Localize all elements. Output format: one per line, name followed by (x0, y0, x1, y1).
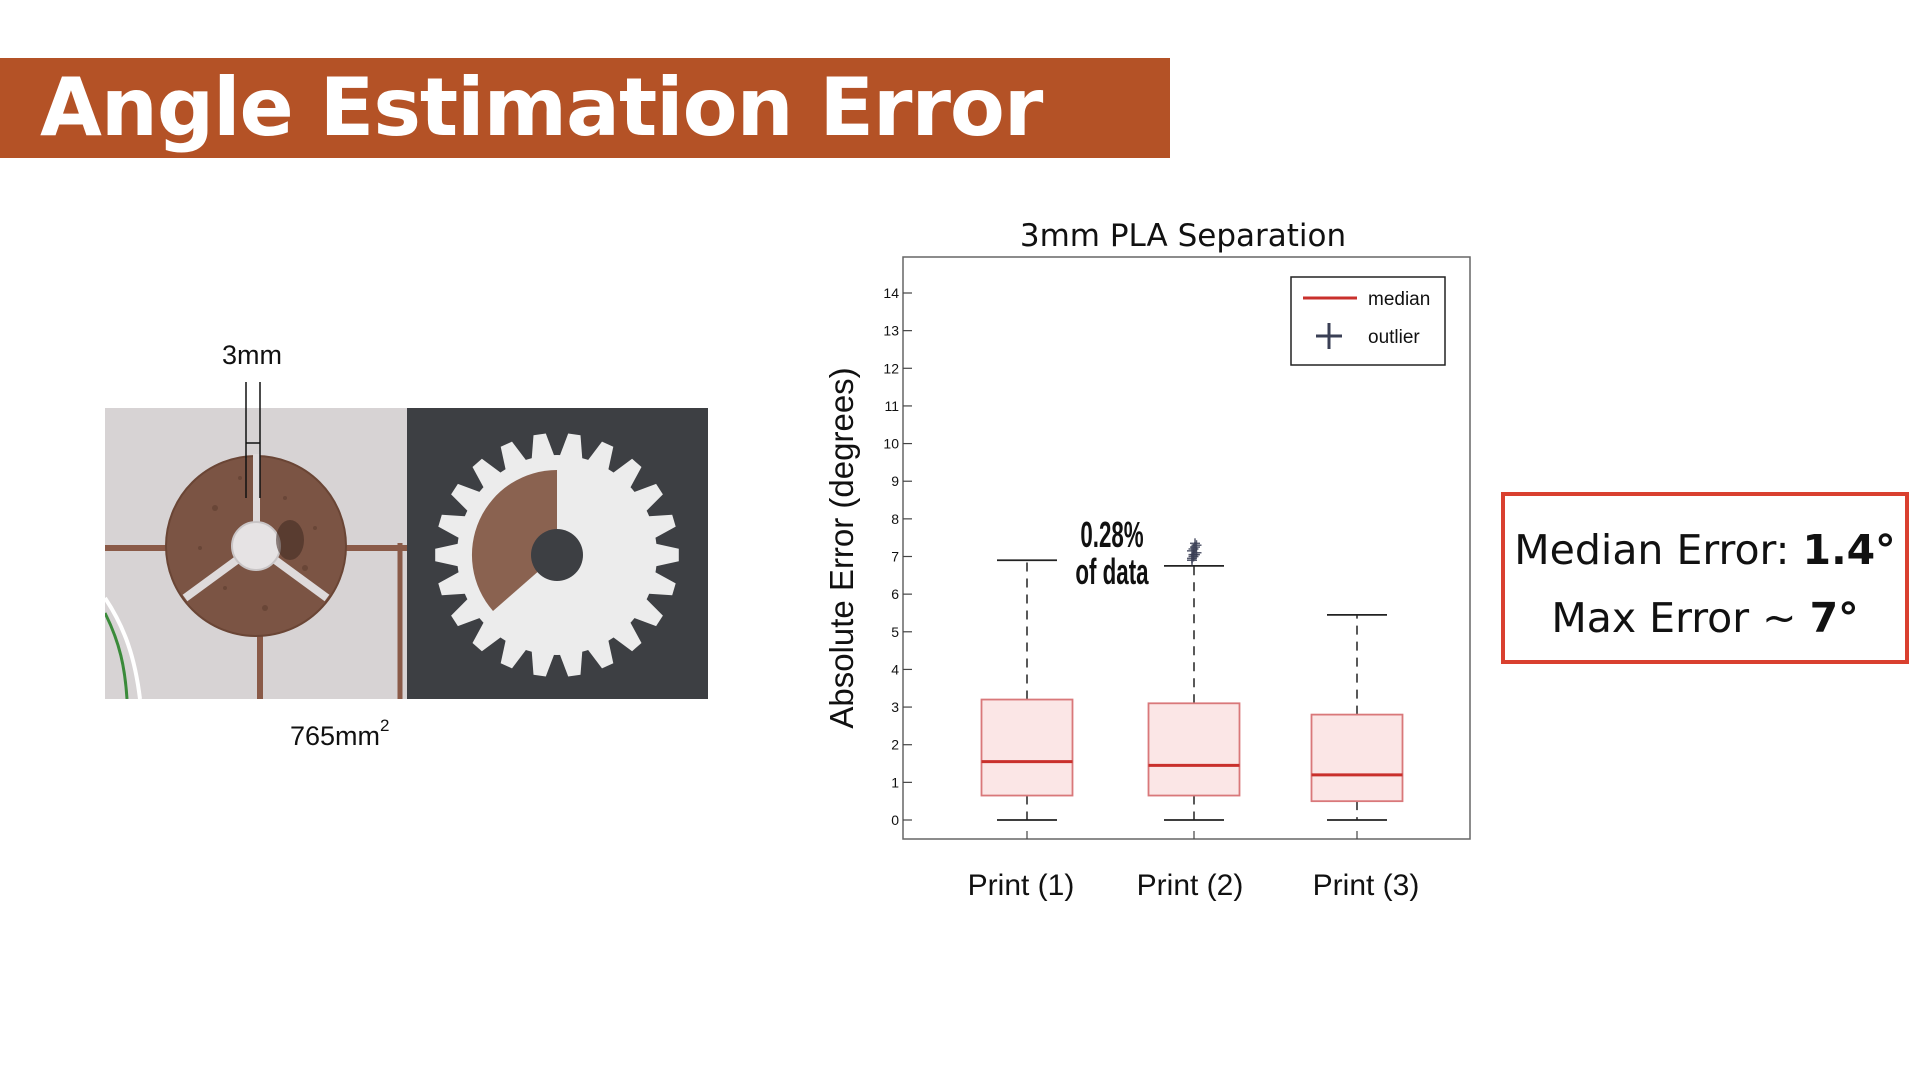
gear-tooth (472, 620, 503, 652)
max-error-line: Max Error ~ 7° (1505, 594, 1905, 642)
median-error-label: Median Error: (1514, 526, 1790, 574)
legend: median outlier (1290, 276, 1446, 366)
box-3 (1310, 613, 1404, 839)
x-tick-label: Print (1) (968, 869, 1075, 902)
y-tick-label: 8 (891, 511, 899, 527)
y-tick-label: 7 (891, 549, 899, 565)
sensor-photo (105, 408, 708, 699)
legend-box (1290, 276, 1446, 366)
x-tick-label: Print (3) (1313, 869, 1420, 902)
gear-tooth (451, 597, 482, 627)
outlier-marker (1188, 549, 1199, 560)
area-label-value: 765mm (290, 721, 381, 751)
gear-tooth (451, 483, 482, 513)
outlier-marker (1190, 538, 1200, 549)
annotation-line-2: of data (1075, 553, 1148, 593)
gear-tooth (472, 458, 503, 490)
gear-tooth (435, 543, 460, 567)
y-tick-label: 9 (891, 473, 899, 489)
gear-tooth (531, 649, 555, 677)
x-tick-label: Print (2) (1137, 869, 1244, 902)
gear-tooth (531, 433, 555, 461)
width-label: 3mm (222, 340, 282, 370)
max-error-value: 7° (1809, 594, 1859, 642)
y-tick-label: 12 (883, 360, 899, 376)
gear-illustration (435, 433, 679, 677)
area-label-superscript: 2 (380, 716, 390, 735)
plot-frame (902, 256, 1471, 840)
slide-title: Angle Estimation Error (40, 61, 1043, 154)
gear-tooth (654, 543, 679, 567)
gear-tooth (559, 649, 583, 677)
area-label: 765mm2 (290, 716, 390, 752)
y-tick-label: 1 (891, 774, 899, 790)
gear-tooth (559, 433, 583, 461)
gear-tooth (611, 620, 642, 652)
chart-title: 3mm PLA Separation (1020, 218, 1346, 254)
x-axis-tick-labels: Print (1) Print (2) Print (3) (968, 869, 1420, 902)
y-tick-label: 6 (891, 586, 899, 602)
y-axis-label: Absolute Error (degrees) (823, 367, 860, 728)
y-tick-label: 3 (891, 699, 899, 715)
y-tick-label: 11 (884, 398, 899, 414)
max-error-label: Max Error ~ (1551, 594, 1797, 642)
gear-tooth (611, 458, 642, 490)
legend-outlier-label: outlier (1368, 327, 1420, 348)
title-banner: Angle Estimation Error (0, 58, 1170, 158)
iqr-box (1147, 702, 1241, 797)
box-1 (980, 559, 1074, 839)
gear-photo (407, 408, 708, 699)
sensor-pad-photo (105, 408, 407, 699)
median-error-line: Median Error: 1.4° (1505, 526, 1905, 574)
iqr-box (1310, 713, 1404, 803)
gear-tooth (632, 597, 663, 627)
annotation-line-1: 0.28% (1080, 516, 1143, 556)
y-tick-label: 10 (883, 436, 899, 452)
y-tick-label: 4 (891, 661, 899, 677)
box-2 (1147, 538, 1241, 839)
outlier-marker (1191, 540, 1202, 551)
legend-median-label: median (1368, 289, 1430, 310)
y-tick-label: 5 (891, 624, 899, 640)
boxes-layer (980, 538, 1404, 839)
outlier-annotation: 0.28% of data (1075, 516, 1148, 593)
sensor-pad-illustration (105, 454, 407, 699)
legend-outlier-swatch (1316, 323, 1342, 349)
gear-tooth (632, 483, 663, 513)
summary-box: Median Error: 1.4° Max Error ~ 7° (1501, 492, 1909, 664)
median-error-value: 1.4° (1802, 526, 1896, 574)
y-tick-label: 13 (883, 323, 899, 339)
y-tick-label: 2 (891, 737, 899, 753)
y-tick-label: 14 (883, 285, 899, 301)
y-tick-label: 0 (891, 812, 899, 828)
iqr-box (980, 698, 1074, 797)
